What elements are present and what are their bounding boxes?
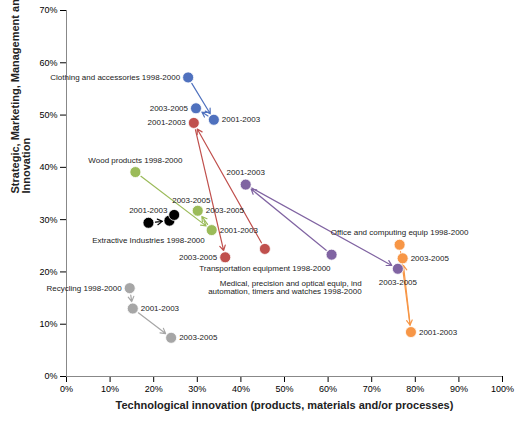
svg-text:2003-2005: 2003-2005 <box>206 206 245 215</box>
svg-text:0%: 0% <box>44 371 57 381</box>
svg-text:Transportation equipment 1998-: Transportation equipment 1998-2000 <box>199 264 331 273</box>
svg-text:Technological innovation (prod: Technological innovation (products, mate… <box>116 399 454 411</box>
svg-text:10%: 10% <box>101 384 119 394</box>
svg-text:20%: 20% <box>145 384 163 394</box>
svg-text:60%: 60% <box>39 58 57 68</box>
svg-text:60%: 60% <box>319 384 337 394</box>
svg-text:50%: 50% <box>275 384 293 394</box>
svg-text:2003-2005: 2003-2005 <box>172 196 211 205</box>
svg-text:2001-2003: 2001-2003 <box>220 226 259 235</box>
svg-text:50%: 50% <box>39 110 57 120</box>
svg-text:40%: 40% <box>232 384 250 394</box>
svg-text:80%: 80% <box>406 384 424 394</box>
svg-text:2003-2005: 2003-2005 <box>179 333 218 342</box>
svg-text:0%: 0% <box>60 384 73 394</box>
svg-text:2003-2005: 2003-2005 <box>379 278 418 287</box>
svg-text:Medical, precision and optical: Medical, precision and optical equip, in… <box>208 279 362 296</box>
svg-text:100%: 100% <box>491 384 514 394</box>
svg-text:2001-2003: 2001-2003 <box>222 115 261 124</box>
svg-text:30%: 30% <box>188 384 206 394</box>
svg-text:90%: 90% <box>450 384 468 394</box>
svg-text:2001-2003: 2001-2003 <box>227 168 266 177</box>
svg-text:Recycling 1998-2000: Recycling 1998-2000 <box>47 284 123 293</box>
svg-text:Extractive Industries 1998-200: Extractive Industries 1998-2000 <box>92 236 205 245</box>
svg-text:70%: 70% <box>363 384 381 394</box>
svg-text:2003-2005: 2003-2005 <box>150 104 189 113</box>
svg-text:10%: 10% <box>39 319 57 329</box>
svg-text:Office and computing equip 199: Office and computing equip 1998-2000 <box>331 228 469 237</box>
svg-text:2001-2003: 2001-2003 <box>148 118 187 127</box>
svg-text:2001-2003: 2001-2003 <box>419 328 458 337</box>
svg-text:40%: 40% <box>39 162 57 172</box>
svg-text:2001-2003: 2001-2003 <box>129 206 168 215</box>
svg-text:Strategic, Marketing, Manageme: Strategic, Marketing, Management and/or … <box>9 0 32 194</box>
svg-text:2003-2005: 2003-2005 <box>411 254 450 263</box>
svg-text:30%: 30% <box>39 215 57 225</box>
svg-text:2001-2003: 2001-2003 <box>141 304 180 313</box>
svg-text:2003-2005: 2003-2005 <box>179 253 218 262</box>
svg-text:Clothing and accessories 1998-: Clothing and accessories 1998-2000 <box>50 73 180 82</box>
svg-text:Wood products 1998-2000: Wood products 1998-2000 <box>88 156 183 165</box>
svg-text:20%: 20% <box>39 267 57 277</box>
svg-text:70%: 70% <box>39 5 57 15</box>
